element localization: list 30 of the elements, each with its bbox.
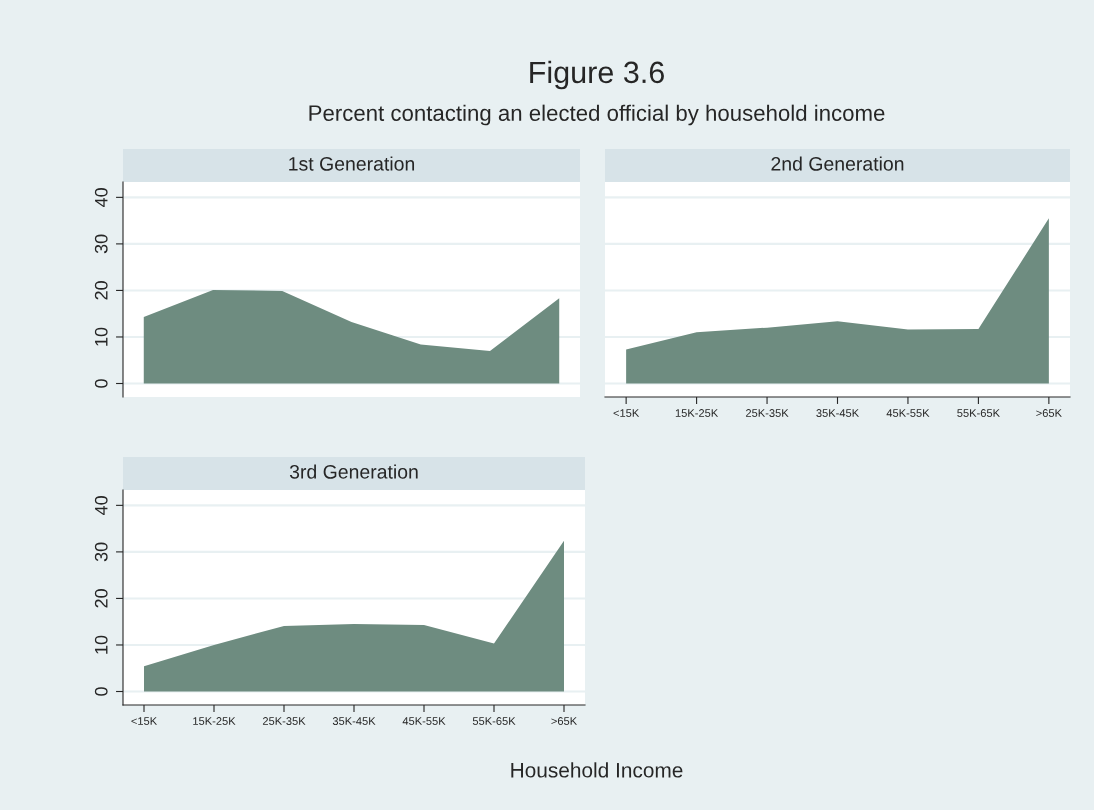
y-tick-label: 10 [94,327,108,346]
y-tick-label: 20 [94,589,108,608]
x-tick-label: >65K [551,717,577,725]
y-tick-label: 40 [94,188,108,207]
x-tick-label: 45K-55K [886,409,930,417]
x-tick-label: 15K-25K [193,717,236,725]
x-tick-label: >65K [1036,409,1062,417]
x-tick-label: 15K-25K [675,409,719,417]
chart-title: 1st Generation [289,156,415,171]
text: Percent contacting an elected official by household income [309,104,885,126]
x-tick-label: 45K-55K [402,717,446,725]
y-tick-label: 20 [94,281,108,300]
y-tick-label: 0 [94,687,108,696]
x-tick-label: 25K-35K [262,717,306,725]
y-tick-label: 30 [94,542,108,562]
y-tick-label: 0 [94,379,108,388]
chart-title: 2nd Generation [771,156,904,171]
y-tick-label: 30 [94,234,108,254]
y-tick-label: 10 [94,635,108,654]
x-axis-title: Household Income [511,762,683,778]
x-tick-label: <15K [613,409,640,417]
x-tick-label: 35K-45K [332,717,376,725]
chart-title: 3rd Generation [289,464,418,479]
x-tick-label: 55K-65K [957,409,1000,417]
x-tick-label: 55K-65K [472,717,516,725]
x-tick-label: <15K [131,717,157,725]
x-tick-label: 35K-45K [816,409,859,417]
x-tick-label: 25K-35K [745,409,789,417]
y-tick-label: 40 [94,496,108,515]
caption: Figure 3.6 [530,60,664,90]
